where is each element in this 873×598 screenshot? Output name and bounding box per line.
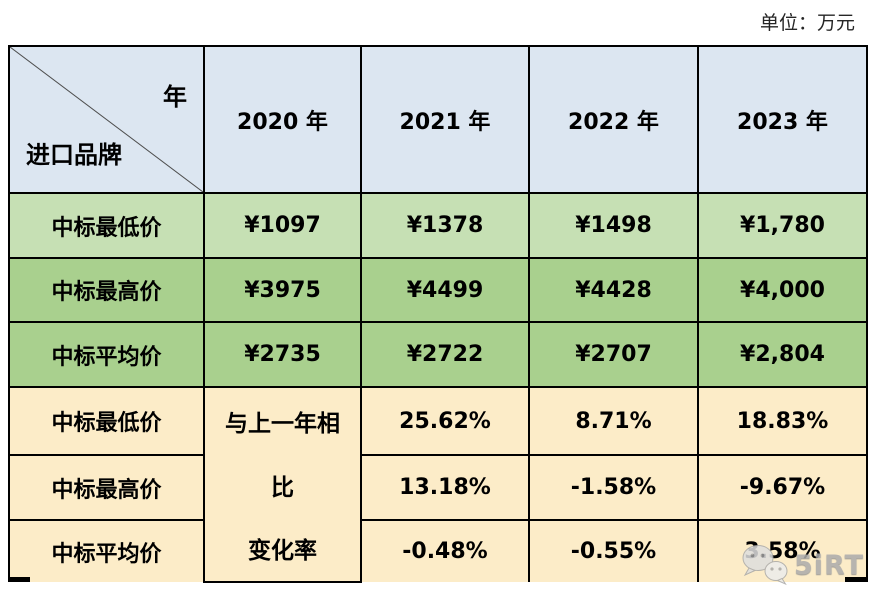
merged-line: 变化率 xyxy=(248,538,317,565)
table-row-max-price: 中标最高价 ¥3975 ¥4499 ¥4428 ¥4,000 xyxy=(8,257,868,323)
price-cell: ¥1097 xyxy=(203,192,362,259)
change-cell: 3.58% xyxy=(697,519,868,582)
unit-label: 单位：万元 xyxy=(759,12,855,34)
table-row-max-change: 中标最高价 13.18% -1.58% -9.67% xyxy=(8,454,868,521)
change-cell: 8.71% xyxy=(528,386,699,456)
corner-header-cell: 年 进口品牌 xyxy=(8,45,205,194)
row-label: 中标最高价 xyxy=(8,454,205,521)
price-cell: ¥1,780 xyxy=(697,192,868,259)
change-cell: -0.48% xyxy=(360,519,530,582)
row-label: 中标最高价 xyxy=(8,257,205,323)
price-cell: ¥2707 xyxy=(528,321,699,388)
change-cell: -9.67% xyxy=(697,454,868,521)
price-cell: ¥2,804 xyxy=(697,321,868,388)
table-row-avg-change: 中标平均价 -0.48% -0.55% 3.58% xyxy=(8,519,868,582)
price-cell: ¥2735 xyxy=(203,321,362,388)
price-cell: ¥1378 xyxy=(360,192,530,259)
year-header-2021: 2021 年 xyxy=(360,45,530,194)
year-header-2020: 2020 年 xyxy=(203,45,362,194)
price-cell: ¥1498 xyxy=(528,192,699,259)
change-cell: -0.55% xyxy=(528,519,699,582)
corner-label-brand: 进口品牌 xyxy=(26,141,122,169)
price-cell: ¥4,000 xyxy=(697,257,868,323)
row-label: 中标最低价 xyxy=(8,386,205,456)
table-row-min-price: 中标最低价 ¥1097 ¥1378 ¥1498 ¥1,780 xyxy=(8,192,868,259)
change-cell: 25.62% xyxy=(360,386,530,456)
row-label: 中标平均价 xyxy=(8,321,205,388)
price-cell: ¥4499 xyxy=(360,257,530,323)
row-label: 中标最低价 xyxy=(8,192,205,259)
price-table: 年 进口品牌 2020 年 2021 年 2022 年 2023 年 中标最低价… xyxy=(8,45,868,583)
header-row: 年 进口品牌 2020 年 2021 年 2022 年 2023 年 xyxy=(8,45,868,194)
change-rate-merged-cell: 与上一年相 比 变化率 xyxy=(203,386,362,583)
price-cell: ¥4428 xyxy=(528,257,699,323)
change-cell: 18.83% xyxy=(697,386,868,456)
change-cell: 13.18% xyxy=(360,454,530,521)
price-cell: ¥2722 xyxy=(360,321,530,388)
row-label: 中标平均价 xyxy=(8,519,205,582)
table-row-avg-price: 中标平均价 ¥2735 ¥2722 ¥2707 ¥2,804 xyxy=(8,321,868,388)
price-cell: ¥3975 xyxy=(203,257,362,323)
merged-line: 比 xyxy=(271,474,294,501)
change-cell: -1.58% xyxy=(528,454,699,521)
diagonal-divider-line xyxy=(10,47,203,192)
year-header-2022: 2022 年 xyxy=(528,45,699,194)
table-bottom-right-tick xyxy=(845,577,867,582)
table-row-min-change: 中标最低价 与上一年相 比 变化率 25.62% 8.71% 18.83% xyxy=(8,386,868,583)
year-header-2023: 2023 年 xyxy=(697,45,868,194)
merged-line: 与上一年相 xyxy=(225,410,340,437)
corner-label-year: 年 xyxy=(163,83,187,111)
table-bottom-left-tick xyxy=(8,577,30,582)
